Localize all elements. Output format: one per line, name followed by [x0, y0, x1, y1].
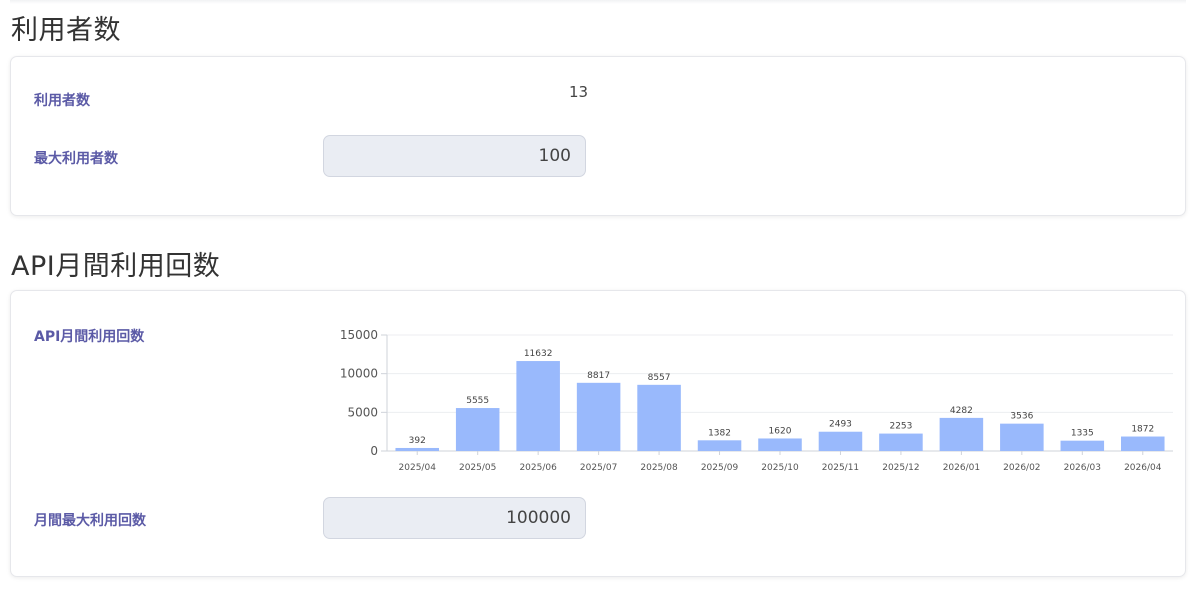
x-tick-label: 2026/01: [943, 463, 980, 473]
bar: [637, 384, 681, 451]
y-tick-label: 10000: [340, 367, 378, 381]
users-section-title: 利用者数: [11, 15, 121, 46]
users-label: 利用者数: [34, 93, 90, 109]
x-tick-label: 2025/06: [519, 463, 557, 473]
api-usage-label: API月間利用回数: [34, 329, 145, 345]
bar: [1060, 440, 1105, 451]
x-tick-label: 2025/12: [882, 463, 919, 473]
x-tick-label: 2026/04: [1124, 463, 1162, 473]
bar: [758, 438, 802, 451]
y-tick-label: 15000: [340, 328, 378, 342]
bar-value-label: 1872: [1131, 425, 1154, 435]
y-tick-label: 0: [370, 444, 378, 458]
api-card: API月間利用回数 0 5000 10000 15000 392 2025/04 5555 2…: [10, 290, 1186, 577]
bar-value-label: 1620: [769, 426, 792, 436]
api-section-title: API月間利用回数: [11, 251, 221, 282]
bar-value-label: 1382: [708, 428, 731, 438]
max-monthly-label: 月間最大利用回数: [34, 513, 146, 529]
api-usage-chart: 0 5000 10000 15000 392 2025/04 5555 2025/05 1163…: [340, 328, 1173, 473]
x-tick-label: 2026/02: [1003, 463, 1040, 473]
x-tick-label: 2025/09: [701, 463, 739, 473]
bar: [697, 440, 742, 451]
x-tick-label: 2025/07: [580, 463, 617, 473]
max-monthly-input[interactable]: [323, 497, 586, 539]
bar-value-label: 392: [409, 436, 426, 446]
bar: [818, 431, 863, 451]
bar: [1121, 436, 1165, 451]
bar: [455, 408, 500, 451]
x-tick-label: 2025/11: [822, 463, 859, 473]
max-users-input[interactable]: [323, 135, 586, 177]
bar-value-label: 8557: [648, 373, 671, 383]
bar: [879, 433, 923, 451]
top-divider: [10, 0, 1186, 4]
bar: [576, 382, 621, 451]
x-tick-label: 2025/05: [459, 463, 496, 473]
users-card: 利用者数 13 最大利用者数: [10, 56, 1186, 216]
x-tick-label: 2025/10: [761, 463, 799, 473]
bar-value-label: 2493: [829, 420, 852, 430]
bar: [939, 417, 984, 451]
x-tick-label: 2026/03: [1064, 463, 1101, 473]
bar: [516, 361, 560, 451]
bar: [1000, 423, 1044, 451]
bar-value-label: 8817: [587, 371, 610, 381]
bar-value-label: 2253: [889, 422, 912, 432]
bar-value-label: 11632: [524, 349, 553, 359]
max-users-label: 最大利用者数: [34, 151, 118, 167]
y-tick-label: 5000: [347, 405, 378, 419]
users-value: 13: [569, 83, 589, 101]
bar-value-label: 4282: [950, 406, 973, 416]
x-tick-label: 2025/08: [640, 463, 678, 473]
x-tick-label: 2025/04: [399, 463, 437, 473]
bar-value-label: 3536: [1010, 412, 1033, 422]
bar-value-label: 1335: [1071, 429, 1094, 439]
bar: [395, 447, 439, 451]
bar-value-label: 5555: [466, 396, 489, 406]
